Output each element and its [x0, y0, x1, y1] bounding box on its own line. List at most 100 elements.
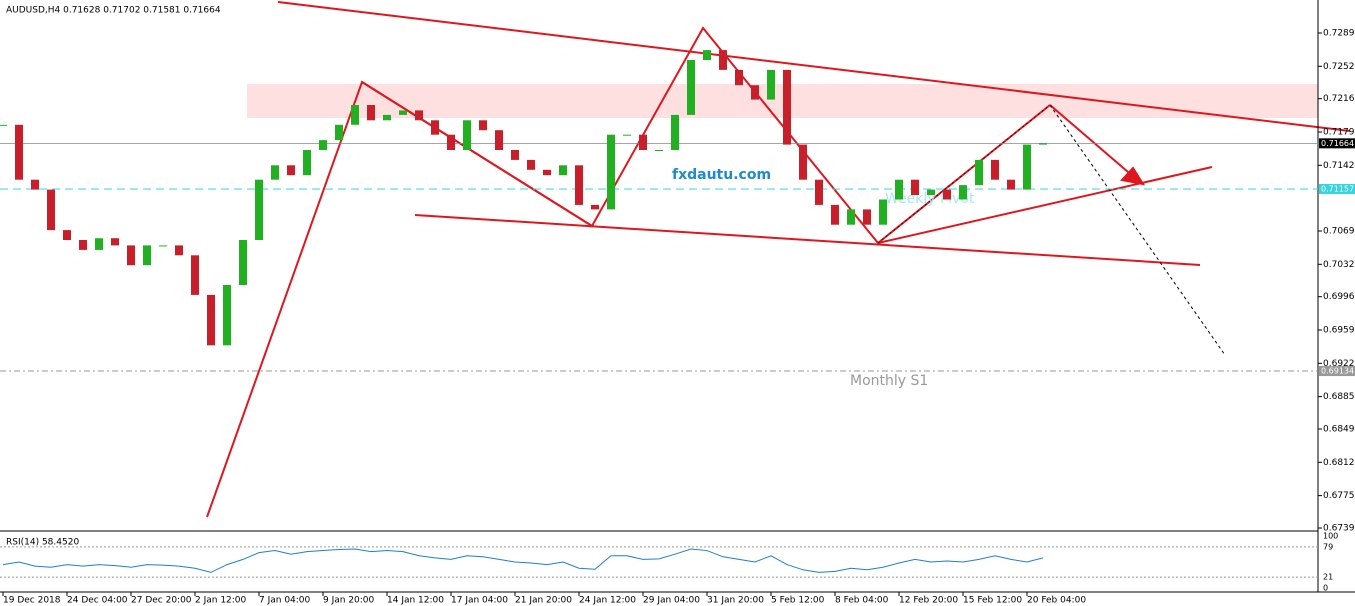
candle — [911, 179, 919, 196]
candle — [623, 134, 631, 136]
chart-title: AUDUSD,H4 0.71628 0.71702 0.71581 0.7166… — [6, 6, 221, 16]
candle — [607, 134, 615, 210]
x-tick-label: 17 Jan 04:00 — [451, 596, 508, 606]
candle — [111, 238, 119, 246]
candle — [287, 165, 295, 176]
candle — [367, 104, 375, 121]
x-tick-label: 8 Feb 04:00 — [835, 596, 889, 606]
rsi-tick-label: 100 — [1323, 532, 1338, 541]
candle — [127, 245, 135, 266]
candle — [303, 149, 311, 176]
level-name: Monthly S1 — [850, 373, 928, 389]
candle — [239, 240, 247, 286]
rsi-tick-label: 79 — [1323, 542, 1333, 551]
candle — [31, 179, 39, 190]
candle — [687, 59, 695, 115]
candle — [671, 114, 679, 150]
x-tick-label: 24 Dec 04:00 — [67, 596, 128, 606]
candle — [991, 159, 999, 180]
level-badge — [1319, 366, 1355, 377]
level-label: 0.71157 — [1321, 184, 1354, 193]
watermark: fxdautu.com — [672, 167, 771, 183]
candle — [591, 204, 599, 210]
candle — [79, 240, 87, 250]
x-tick-label: 15 Feb 12:00 — [963, 596, 1022, 606]
level-label: 0.69134 — [1321, 367, 1354, 376]
candle — [735, 69, 743, 86]
rsi-line — [2, 548, 1044, 573]
candle — [63, 230, 71, 241]
candle — [15, 124, 23, 180]
candle — [959, 185, 967, 200]
candle — [447, 134, 455, 150]
candle — [415, 110, 423, 121]
x-tick-label: 5 Feb 12:00 — [771, 596, 825, 606]
candle — [975, 159, 983, 186]
candle — [767, 69, 775, 100]
rising-line — [877, 166, 1213, 244]
candle — [751, 85, 759, 100]
candle — [703, 50, 711, 60]
arrow-head — [1120, 166, 1146, 186]
candle — [431, 120, 439, 135]
x-tick-label: 27 Dec 20:00 — [131, 596, 192, 606]
candle — [47, 189, 55, 231]
candle — [335, 124, 343, 141]
candle — [175, 245, 183, 256]
candle — [543, 169, 551, 176]
x-tick-label: 7 Jan 04:00 — [259, 596, 311, 606]
support-line — [414, 214, 1201, 266]
candle — [271, 165, 279, 180]
rsi-tick-label: 21 — [1323, 573, 1333, 582]
candle — [1007, 179, 1015, 190]
candle — [943, 189, 951, 200]
candle — [479, 120, 487, 131]
candle — [1039, 143, 1047, 145]
trendline — [277, 1, 1351, 132]
candle — [159, 245, 167, 247]
candle — [191, 255, 199, 295]
x-tick-label: 24 Jan 12:00 — [579, 596, 636, 606]
price-label: 0.71664 — [1321, 139, 1354, 148]
x-tick-label: 9 Jan 20:00 — [323, 596, 375, 606]
candle — [463, 120, 471, 150]
x-tick-label: 29 Jan 04:00 — [643, 596, 700, 606]
x-tick-label: 19 Dec 2018 — [3, 596, 61, 606]
candle — [831, 204, 839, 225]
candle — [143, 245, 151, 266]
candle — [815, 179, 823, 205]
price-badge — [1319, 138, 1355, 149]
candle — [399, 110, 407, 115]
candle — [319, 140, 327, 150]
candle — [927, 189, 935, 196]
projection — [877, 104, 1051, 244]
candle — [495, 130, 503, 150]
candle — [895, 179, 903, 200]
candle — [351, 104, 359, 125]
candle — [559, 165, 567, 176]
candle — [1023, 144, 1031, 190]
candle — [847, 209, 855, 225]
candle — [799, 144, 807, 180]
candle — [255, 179, 263, 241]
x-tick-label: 2 Jan 12:00 — [195, 596, 247, 606]
candle — [527, 159, 535, 170]
candle — [95, 238, 103, 250]
candle — [863, 209, 871, 225]
candle — [511, 149, 519, 160]
candle — [639, 134, 647, 150]
candle — [655, 149, 663, 151]
arrow-shaft — [1049, 104, 1136, 179]
resistance-zone — [247, 84, 1318, 118]
